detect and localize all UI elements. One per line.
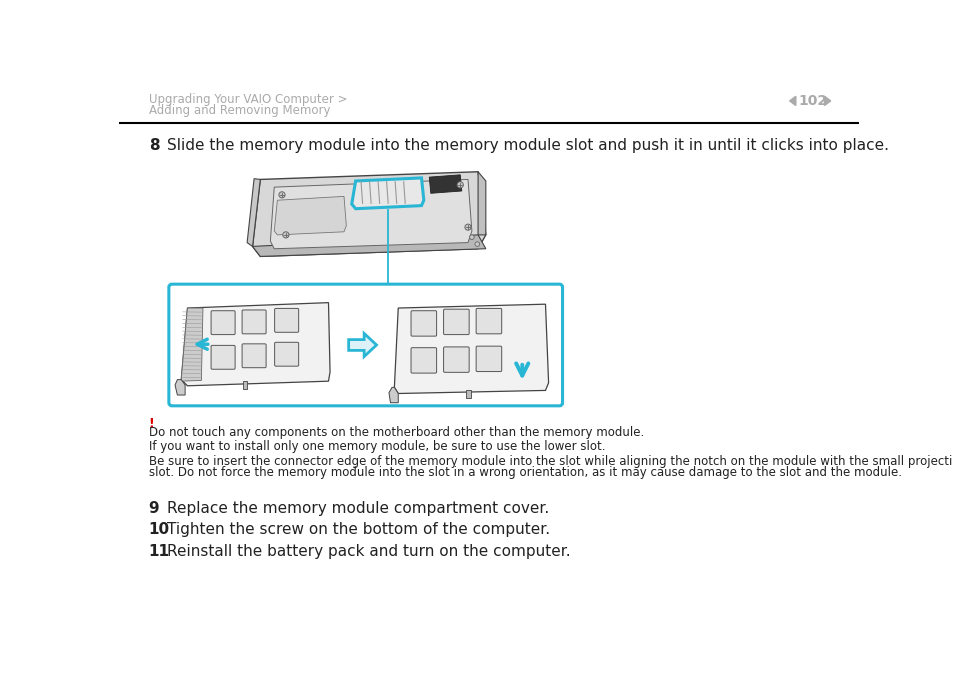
Text: Replace the memory module compartment cover.: Replace the memory module compartment co… bbox=[167, 501, 549, 516]
Text: 11: 11 bbox=[149, 544, 170, 559]
Polygon shape bbox=[274, 196, 346, 235]
FancyBboxPatch shape bbox=[476, 346, 501, 371]
FancyBboxPatch shape bbox=[443, 309, 469, 334]
Text: 102: 102 bbox=[798, 94, 826, 108]
FancyBboxPatch shape bbox=[169, 284, 562, 406]
Polygon shape bbox=[181, 303, 330, 386]
FancyBboxPatch shape bbox=[411, 311, 436, 336]
Text: slot. Do not force the memory module into the slot in a wrong orientation, as it: slot. Do not force the memory module int… bbox=[149, 466, 901, 479]
Polygon shape bbox=[253, 235, 485, 256]
Polygon shape bbox=[394, 304, 548, 394]
Circle shape bbox=[475, 242, 479, 247]
FancyBboxPatch shape bbox=[242, 344, 266, 368]
Polygon shape bbox=[174, 379, 185, 395]
Text: 9: 9 bbox=[149, 501, 159, 516]
FancyBboxPatch shape bbox=[411, 348, 436, 373]
FancyBboxPatch shape bbox=[211, 345, 234, 369]
Circle shape bbox=[469, 235, 474, 239]
Polygon shape bbox=[823, 96, 830, 106]
Text: Adding and Removing Memory: Adding and Removing Memory bbox=[149, 104, 330, 117]
Text: 8: 8 bbox=[149, 138, 159, 153]
Text: Slide the memory module into the memory module slot and push it in until it clic: Slide the memory module into the memory … bbox=[167, 138, 888, 153]
Polygon shape bbox=[477, 172, 485, 235]
Polygon shape bbox=[389, 388, 397, 403]
Polygon shape bbox=[466, 390, 471, 398]
Polygon shape bbox=[253, 172, 485, 256]
Polygon shape bbox=[243, 381, 247, 389]
Circle shape bbox=[282, 232, 289, 238]
Polygon shape bbox=[789, 96, 795, 106]
FancyBboxPatch shape bbox=[211, 311, 234, 334]
FancyBboxPatch shape bbox=[242, 310, 266, 334]
Text: Tighten the screw on the bottom of the computer.: Tighten the screw on the bottom of the c… bbox=[167, 522, 550, 537]
FancyBboxPatch shape bbox=[274, 309, 298, 332]
Polygon shape bbox=[429, 175, 461, 193]
Text: !: ! bbox=[149, 417, 154, 429]
Text: Do not touch any components on the motherboard other than the memory module.: Do not touch any components on the mothe… bbox=[149, 426, 643, 439]
Circle shape bbox=[456, 182, 463, 188]
Text: Be sure to insert the connector edge of the memory module into the slot while al: Be sure to insert the connector edge of … bbox=[149, 455, 953, 468]
Polygon shape bbox=[348, 334, 376, 357]
Circle shape bbox=[464, 224, 471, 231]
Text: If you want to install only one memory module, be sure to use the lower slot.: If you want to install only one memory m… bbox=[149, 439, 604, 453]
Text: 10: 10 bbox=[149, 522, 170, 537]
Text: Reinstall the battery pack and turn on the computer.: Reinstall the battery pack and turn on t… bbox=[167, 544, 570, 559]
Text: Upgrading Your VAIO Computer >: Upgrading Your VAIO Computer > bbox=[149, 93, 347, 106]
FancyBboxPatch shape bbox=[443, 347, 469, 372]
FancyBboxPatch shape bbox=[476, 309, 501, 334]
Polygon shape bbox=[270, 179, 472, 249]
Circle shape bbox=[278, 192, 285, 198]
Polygon shape bbox=[247, 179, 260, 247]
Polygon shape bbox=[181, 308, 203, 381]
Polygon shape bbox=[352, 178, 423, 209]
FancyBboxPatch shape bbox=[274, 342, 298, 366]
